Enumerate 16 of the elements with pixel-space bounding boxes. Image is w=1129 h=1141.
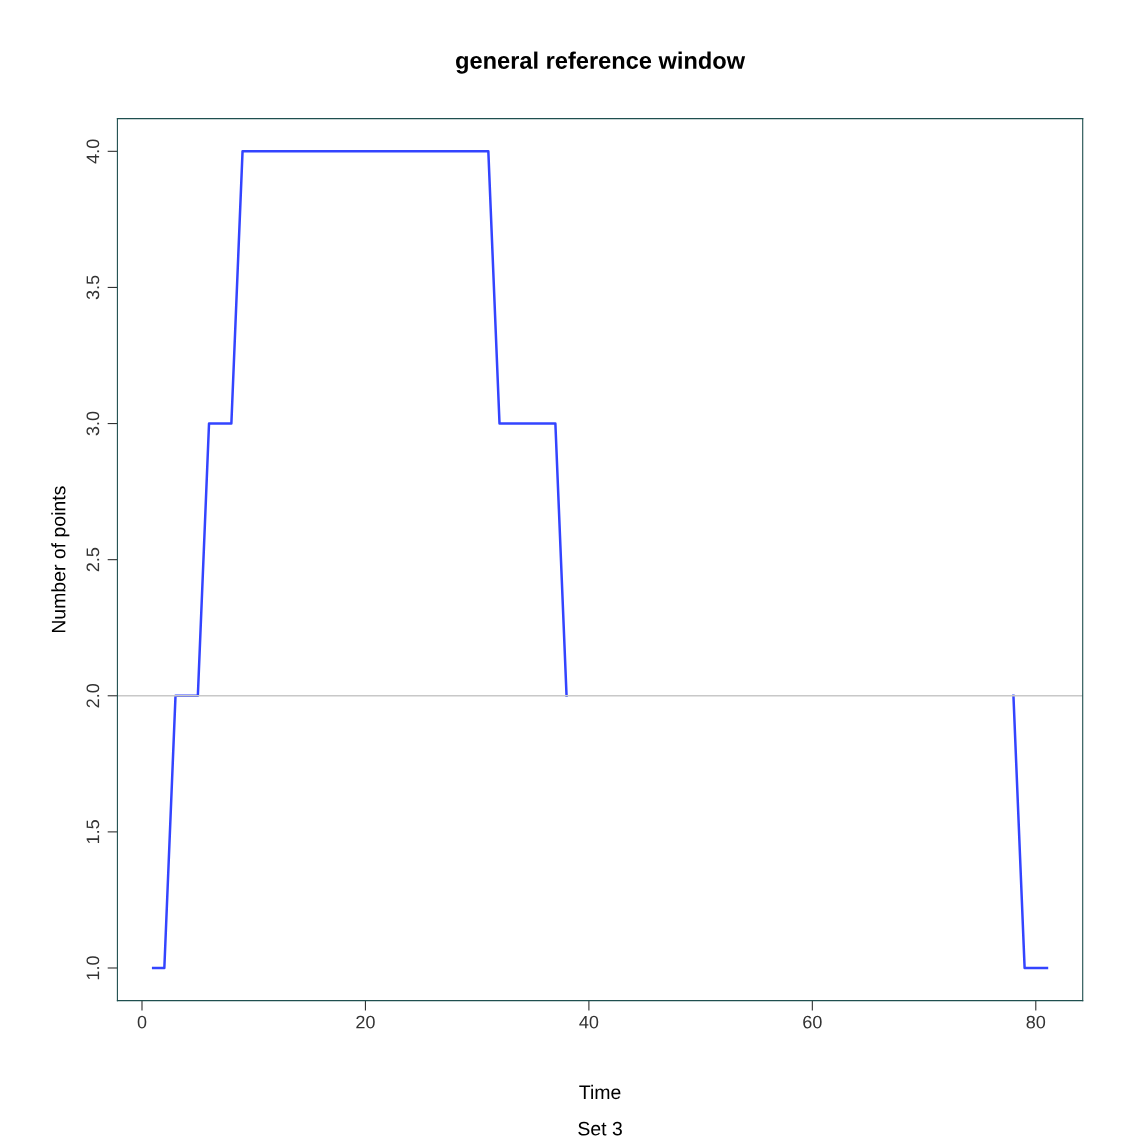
y-tick-label: 1.0 bbox=[86, 956, 100, 980]
y-tick-label: 2.5 bbox=[86, 547, 100, 572]
x-axis-title: Time bbox=[579, 1084, 621, 1100]
y-axis-title: Number of points bbox=[51, 486, 70, 633]
x-tick-label: 20 bbox=[356, 1015, 375, 1029]
y-tick-label: 1.5 bbox=[86, 820, 100, 844]
y-tick-label: 2.0 bbox=[86, 683, 100, 708]
x-tick-label: 40 bbox=[579, 1015, 599, 1029]
text: Set 3 bbox=[578, 1121, 622, 1136]
x-tick-label: 0 bbox=[137, 1015, 147, 1029]
x-tick-label: 80 bbox=[1026, 1015, 1046, 1029]
y-tick-label: 4.0 bbox=[86, 139, 100, 164]
y-tick-label: 3.5 bbox=[86, 275, 100, 300]
x-tick-label: 60 bbox=[803, 1015, 822, 1029]
y-tick-label: 3.0 bbox=[86, 411, 100, 436]
chart-title: general reference window bbox=[456, 51, 746, 74]
